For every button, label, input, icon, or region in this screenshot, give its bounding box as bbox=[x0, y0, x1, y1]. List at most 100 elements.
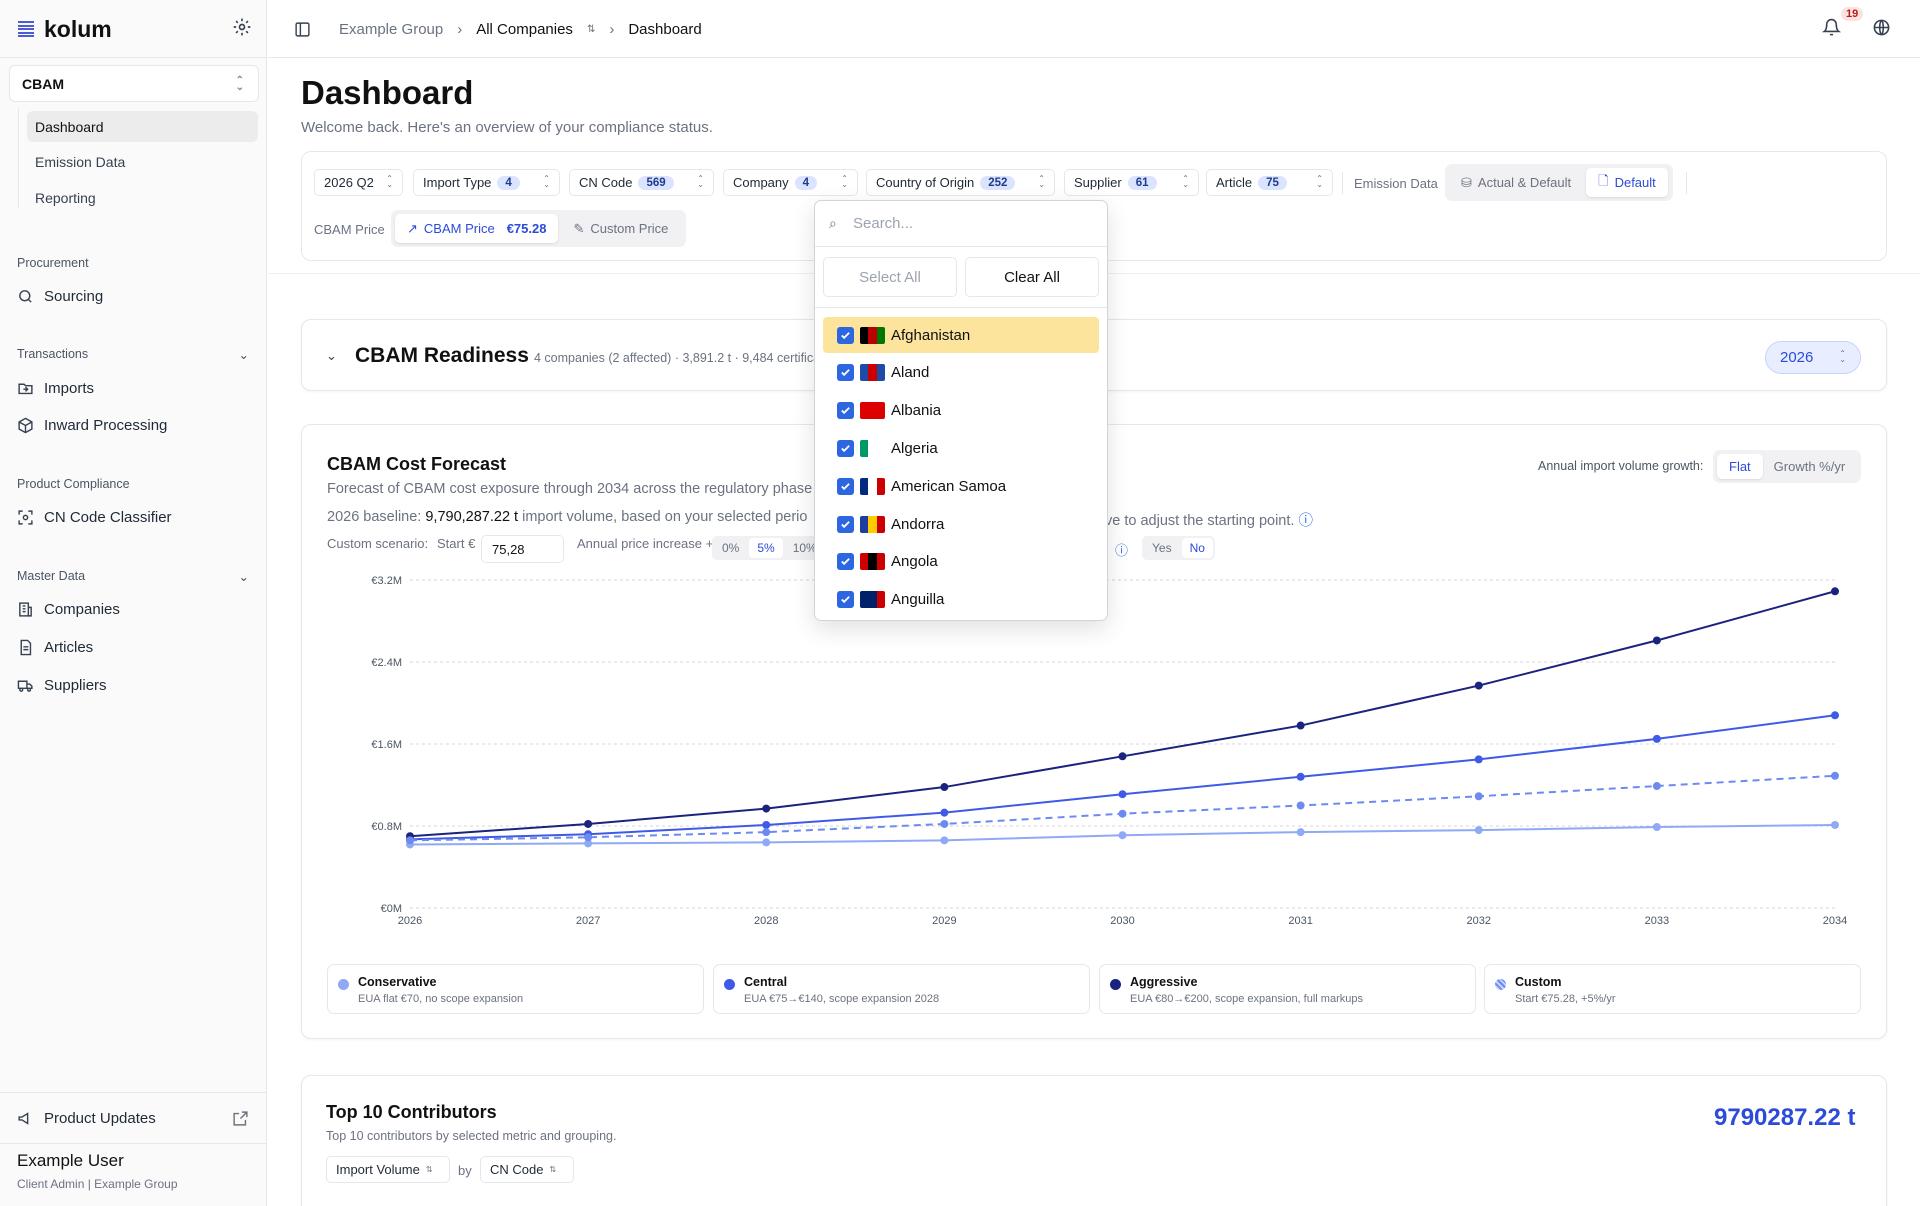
y-tick-label: €1.6M bbox=[371, 739, 402, 751]
growth-percent[interactable]: Growth %/yr bbox=[1773, 459, 1846, 474]
chevron-down-icon[interactable]: ⌄ bbox=[326, 348, 337, 363]
sidebar-toggle-icon[interactable] bbox=[294, 21, 311, 38]
price-custom[interactable]: ✎ Custom Price bbox=[573, 220, 669, 237]
toggle-no[interactable]: No bbox=[1181, 538, 1213, 558]
flag-icon bbox=[860, 515, 885, 533]
subnav-reporting[interactable]: Reporting bbox=[35, 189, 96, 206]
nav-suppliers[interactable]: Suppliers bbox=[17, 673, 107, 697]
country-option[interactable]: Andorra bbox=[823, 506, 1099, 542]
subnav-line bbox=[18, 108, 19, 208]
country-option[interactable]: Angola bbox=[823, 544, 1099, 580]
country-option[interactable]: Albania bbox=[823, 393, 1099, 429]
nav-articles[interactable]: Articles bbox=[17, 635, 93, 659]
data-point bbox=[1474, 826, 1483, 835]
page-subtitle: Welcome back. Here's an overview of your… bbox=[301, 119, 713, 136]
forecast-baseline-tail: ve to adjust the starting point. ⓘ bbox=[1105, 513, 1313, 529]
start-price-input[interactable]: 75,28 bbox=[481, 535, 564, 563]
subnav-emission-data[interactable]: Emission Data bbox=[35, 153, 126, 170]
supplier-filter[interactable]: Supplier 61 ⌃ ⌄ bbox=[1064, 169, 1199, 196]
legend-item[interactable]: Central EUA €75→€140, scope expansion 202… bbox=[713, 964, 1090, 1014]
annual-0[interactable]: 0% bbox=[722, 541, 740, 555]
country-option[interactable]: Anguilla bbox=[823, 582, 1099, 618]
chevron-updown-icon[interactable]: ⇅ bbox=[586, 23, 596, 35]
nav-companies[interactable]: Companies bbox=[17, 597, 120, 621]
select-all-button[interactable]: Select All bbox=[823, 257, 957, 297]
year-select[interactable]: 2026 ⌃ ⌄ bbox=[1765, 341, 1861, 374]
checkbox-checked-icon[interactable] bbox=[837, 326, 854, 344]
crumb-group[interactable]: Example Group bbox=[339, 20, 444, 38]
nav-inward-processing[interactable]: Inward Processing bbox=[17, 413, 167, 437]
country-option[interactable]: Afghanistan bbox=[823, 317, 1099, 353]
nav-imports[interactable]: Imports bbox=[17, 376, 94, 400]
user-profile[interactable]: Example User Client Admin | Example Grou… bbox=[17, 1151, 178, 1191]
data-point bbox=[1118, 809, 1127, 818]
info-icon[interactable]: ⓘ bbox=[1115, 543, 1129, 558]
by-label: by bbox=[458, 1163, 472, 1178]
country-option[interactable]: Aland bbox=[823, 355, 1099, 391]
data-point bbox=[940, 819, 949, 828]
dropdown-search-input[interactable]: Search... bbox=[815, 201, 1107, 247]
price-cbam[interactable]: ↗ CBAM Price €75.28 bbox=[395, 214, 559, 243]
checkbox-checked-icon[interactable] bbox=[837, 553, 854, 571]
file-icon bbox=[20, 639, 32, 655]
contributors-total: 9790287.22 t bbox=[1714, 1104, 1856, 1131]
chevron-updown-icon: ⌃ ⌄ bbox=[543, 174, 550, 189]
subnav-dashboard[interactable]: Dashboard bbox=[27, 111, 258, 142]
data-point bbox=[1296, 801, 1305, 810]
legend-item[interactable]: Custom Start €75.28, +5%/yr bbox=[1484, 964, 1861, 1014]
cn-code-filter[interactable]: CN Code 569 ⌃ ⌄ bbox=[569, 169, 714, 196]
nav-product-updates[interactable]: Product Updates bbox=[17, 1106, 249, 1130]
data-point bbox=[584, 819, 593, 828]
checkbox-checked-icon[interactable] bbox=[837, 364, 854, 382]
article-filter[interactable]: Article 75 ⌃ ⌄ bbox=[1206, 169, 1333, 196]
import-type-filter[interactable]: Import Type 4 ⌃ ⌄ bbox=[413, 169, 560, 196]
country-option[interactable]: American Samoa bbox=[823, 468, 1099, 504]
flag-icon bbox=[860, 364, 885, 382]
app-logo[interactable]: kolum bbox=[18, 14, 112, 44]
forecast-baseline: 2026 baseline: 9,790,287.22 t import vol… bbox=[327, 509, 808, 525]
checkbox-checked-icon[interactable] bbox=[837, 591, 854, 609]
user-role: Client Admin | Example Group bbox=[17, 1177, 178, 1191]
data-point bbox=[1474, 792, 1483, 801]
checkbox-checked-icon[interactable] bbox=[837, 477, 854, 495]
company-filter[interactable]: Company 4 ⌃ ⌄ bbox=[723, 169, 858, 196]
country-label: Algeria bbox=[891, 439, 938, 457]
legend-item[interactable]: Aggressive EUA €80→€200, scope expansion,… bbox=[1099, 964, 1476, 1014]
data-point bbox=[1296, 772, 1305, 781]
section-transactions[interactable]: Transactions ⌄ bbox=[17, 347, 249, 362]
logo-icon bbox=[18, 21, 34, 37]
annual-10[interactable]: 10% bbox=[792, 541, 817, 555]
flag-icon bbox=[860, 477, 885, 495]
checkbox-checked-icon[interactable] bbox=[837, 402, 854, 420]
data-point bbox=[762, 838, 771, 847]
growth-flat[interactable]: Flat bbox=[1717, 454, 1763, 479]
metric-select[interactable]: Import Volume ⇅ bbox=[326, 1156, 450, 1183]
toggle-yes[interactable]: Yes bbox=[1152, 541, 1172, 555]
chevron-down-icon: ⌄ bbox=[238, 348, 249, 362]
group-select[interactable]: CN Code ⇅ bbox=[480, 1156, 574, 1183]
legend-item[interactable]: Conservative EUA flat €70, no scope expan… bbox=[327, 964, 704, 1014]
globe-icon[interactable] bbox=[1872, 18, 1891, 37]
country-filter[interactable]: Country of Origin 252 ⌃ ⌄ bbox=[866, 169, 1055, 196]
annual-5[interactable]: 5% bbox=[749, 538, 783, 558]
count-badge: 61 bbox=[1127, 175, 1157, 190]
app-name: kolum bbox=[44, 15, 112, 42]
truck-icon bbox=[17, 680, 33, 692]
section-master-data[interactable]: Master Data ⌄ bbox=[17, 569, 249, 584]
gear-icon[interactable] bbox=[232, 17, 252, 37]
legend-title: Conservative bbox=[358, 975, 437, 989]
crumb-companies[interactable]: All Companies bbox=[476, 20, 573, 38]
checkbox-checked-icon[interactable] bbox=[837, 439, 854, 457]
data-point bbox=[1296, 828, 1305, 837]
period-select[interactable]: 2026 Q2 ⌃ ⌄ bbox=[314, 169, 403, 196]
nav-cn-classifier[interactable]: CN Code Classifier bbox=[17, 505, 172, 529]
module-selector[interactable]: CBAM ⌃ ⌄ bbox=[9, 65, 259, 102]
nav-sourcing[interactable]: Sourcing bbox=[17, 284, 103, 308]
bell-icon[interactable] bbox=[1822, 18, 1841, 37]
chevron-updown-icon: ⌃ ⌄ bbox=[1182, 174, 1189, 189]
clear-all-button[interactable]: Clear All bbox=[965, 257, 1099, 297]
emission-actual-default[interactable]: ⛁ Actual & Default bbox=[1461, 174, 1572, 191]
emission-default[interactable]: 🗋 Default bbox=[1586, 168, 1668, 197]
checkbox-checked-icon[interactable] bbox=[837, 515, 854, 533]
country-option[interactable]: Algeria bbox=[823, 430, 1099, 466]
